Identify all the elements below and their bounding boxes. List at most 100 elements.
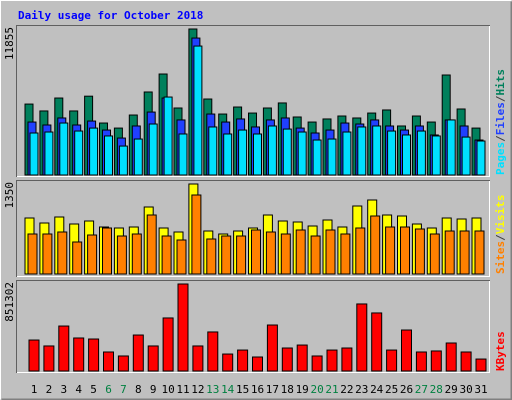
bar <box>59 122 69 176</box>
x-tick-label: 21 <box>325 383 338 396</box>
x-tick-label: 1 <box>31 383 38 396</box>
bar <box>253 133 262 176</box>
bar <box>370 215 381 275</box>
x-tick-label: 6 <box>105 383 112 396</box>
panel-light <box>17 181 490 277</box>
bar <box>102 227 112 275</box>
bar <box>117 355 129 372</box>
legend-entry: KBytes <box>494 331 507 371</box>
bar <box>192 345 204 372</box>
x-tick-label: 26 <box>400 383 413 396</box>
bar <box>118 145 128 176</box>
bar <box>251 229 261 275</box>
panel-light <box>17 281 490 373</box>
bar <box>327 138 337 176</box>
bar <box>74 130 84 176</box>
bar <box>265 231 276 275</box>
legend-separator: / <box>494 135 507 142</box>
bar <box>400 226 410 275</box>
bar <box>223 133 233 176</box>
bar <box>72 241 83 275</box>
bar <box>386 349 398 372</box>
bar <box>311 355 323 372</box>
bar <box>416 130 426 176</box>
x-tick-label: 25 <box>385 383 398 396</box>
bar <box>267 125 277 176</box>
x-tick-label: 28 <box>430 383 443 396</box>
x-tick-label: 29 <box>445 383 458 396</box>
bar <box>221 235 232 275</box>
bar <box>131 233 142 275</box>
bar <box>89 127 99 176</box>
x-tick-label: 5 <box>90 383 97 396</box>
x-tick-label: 24 <box>370 383 384 396</box>
bar <box>163 96 173 176</box>
x-tick-label: 13 <box>206 383 219 396</box>
bar <box>357 126 367 176</box>
x-tick-label: 15 <box>236 383 249 396</box>
bar <box>430 350 442 372</box>
bar <box>208 126 218 176</box>
bar <box>312 139 322 176</box>
bar <box>193 45 203 176</box>
bar <box>431 135 441 176</box>
y-tick-label: 11855 <box>3 27 16 60</box>
bar <box>133 138 143 176</box>
bar <box>341 347 353 372</box>
bar <box>116 235 127 275</box>
bar <box>147 345 159 372</box>
bar <box>356 303 368 372</box>
legend-entry: Sites <box>494 241 507 274</box>
x-tick-label: 23 <box>355 383 368 396</box>
x-tick-label: 27 <box>415 383 428 396</box>
bar <box>340 233 351 275</box>
bar <box>58 325 70 372</box>
bar <box>222 353 234 372</box>
bar <box>325 229 336 275</box>
bar <box>342 131 352 176</box>
bar <box>148 123 158 176</box>
bar <box>43 345 55 372</box>
x-tick-label: 7 <box>120 383 127 396</box>
x-tick-label: 20 <box>310 383 323 396</box>
bar <box>415 351 427 372</box>
bar <box>461 136 471 176</box>
bar <box>28 339 40 372</box>
bar <box>252 356 263 372</box>
bar <box>191 194 202 275</box>
bar <box>176 239 187 275</box>
panel-shadow <box>16 280 490 373</box>
bar <box>402 134 411 176</box>
bar <box>281 347 293 372</box>
bar <box>238 129 248 176</box>
x-tick-label: 12 <box>191 383 204 396</box>
bar <box>103 351 114 372</box>
bar <box>326 349 338 372</box>
bar <box>237 349 249 372</box>
x-tick-label: 3 <box>60 383 67 396</box>
bar <box>280 233 291 275</box>
panel-shadow <box>16 180 490 277</box>
bar <box>207 331 219 372</box>
legend-separator: / <box>494 95 507 102</box>
bar <box>146 214 157 275</box>
chart-title: Daily usage for October 2018 <box>18 9 203 22</box>
legend-entry: Pages <box>494 142 507 175</box>
bar <box>162 317 174 372</box>
bar <box>385 226 396 275</box>
legend-entry: Visits <box>494 195 507 235</box>
bar <box>44 131 54 176</box>
x-tick-label: 30 <box>459 383 472 396</box>
bar <box>132 334 144 372</box>
x-tick-label: 8 <box>135 383 142 396</box>
x-tick-label: 17 <box>266 383 279 396</box>
bar <box>178 133 188 176</box>
x-tick-label: 31 <box>474 383 487 396</box>
bar <box>460 351 472 372</box>
bar <box>236 235 247 275</box>
bar <box>310 235 321 275</box>
bar <box>104 135 113 176</box>
bar <box>206 238 217 275</box>
